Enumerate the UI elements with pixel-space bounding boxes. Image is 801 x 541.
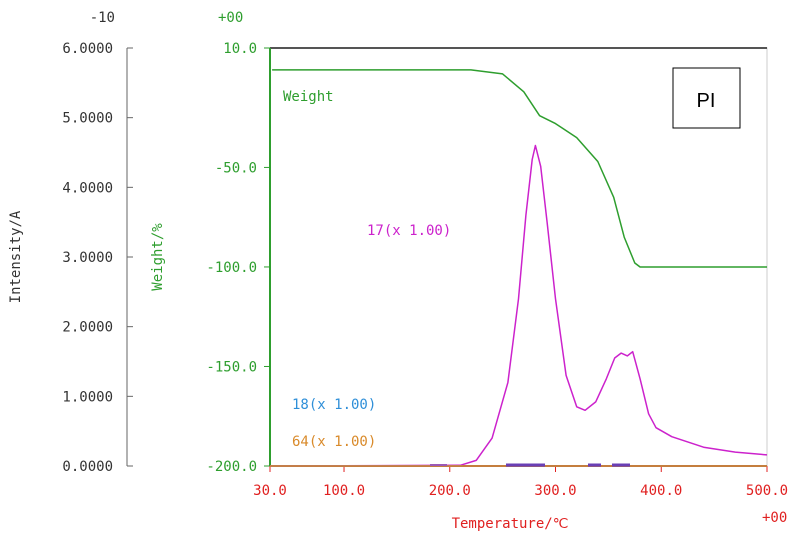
weight-axis-title: Weight/%: [150, 223, 166, 291]
x-axis-title: Temperature/℃: [452, 516, 569, 532]
intensity-ticks: 0.0000 1.0000 2.0000 3.0000 4.0000 5.0000 6.00…: [62, 41, 133, 475]
intensity-tick-label: 3.0000: [62, 250, 113, 266]
weight-tick-label: -100.0: [206, 260, 257, 276]
x-tick-label: 200.0: [429, 483, 471, 499]
x-exponent: +00: [762, 510, 787, 526]
sample-label-box: [672, 67, 741, 129]
intensity-tick-label: 0.0000: [62, 459, 113, 475]
weight-tick-label: -200.0: [206, 459, 257, 475]
intensity-tick-label: 5.0000: [62, 111, 113, 127]
x-tick-label: 500.0: [746, 483, 788, 499]
intensity-tick-label: 2.0000: [62, 320, 113, 336]
intensity-exponent: -10: [90, 10, 115, 26]
series-17-label: 17(x 1.00): [367, 223, 451, 239]
series-line-17-x-1-00: [269, 144, 768, 467]
intensity-tick-label: 6.0000: [62, 41, 113, 57]
intensity-tick-label: 1.0000: [62, 389, 113, 405]
sample-label: PI: [697, 90, 716, 112]
x-tick-label: 100.0: [323, 483, 365, 499]
x-tick-label: 400.0: [640, 483, 682, 499]
x-tick-label: 300.0: [534, 483, 576, 499]
x-tick-label: 30.0: [253, 483, 287, 499]
series-64-label: 64(x 1.00): [292, 434, 376, 450]
weight-ticks: 10.0 -50.0 -100.0 -150.0 -200.0: [206, 41, 270, 475]
series-18-label: 18(x 1.00): [292, 397, 376, 413]
weight-exponent: +00: [218, 10, 243, 26]
weight-tick-label: -150.0: [206, 359, 257, 375]
series-line-weight: [272, 69, 767, 268]
intensity-tick-label: 4.0000: [62, 180, 113, 196]
weight-tick-label: 10.0: [223, 41, 257, 57]
x-ticks: 30.0 100.0 200.0 300.0 400.0 500.0: [253, 466, 788, 499]
weight-series-label: Weight: [283, 89, 334, 105]
intensity-axis-title: Intensity/A: [8, 210, 24, 303]
weight-tick-label: -50.0: [215, 160, 257, 176]
